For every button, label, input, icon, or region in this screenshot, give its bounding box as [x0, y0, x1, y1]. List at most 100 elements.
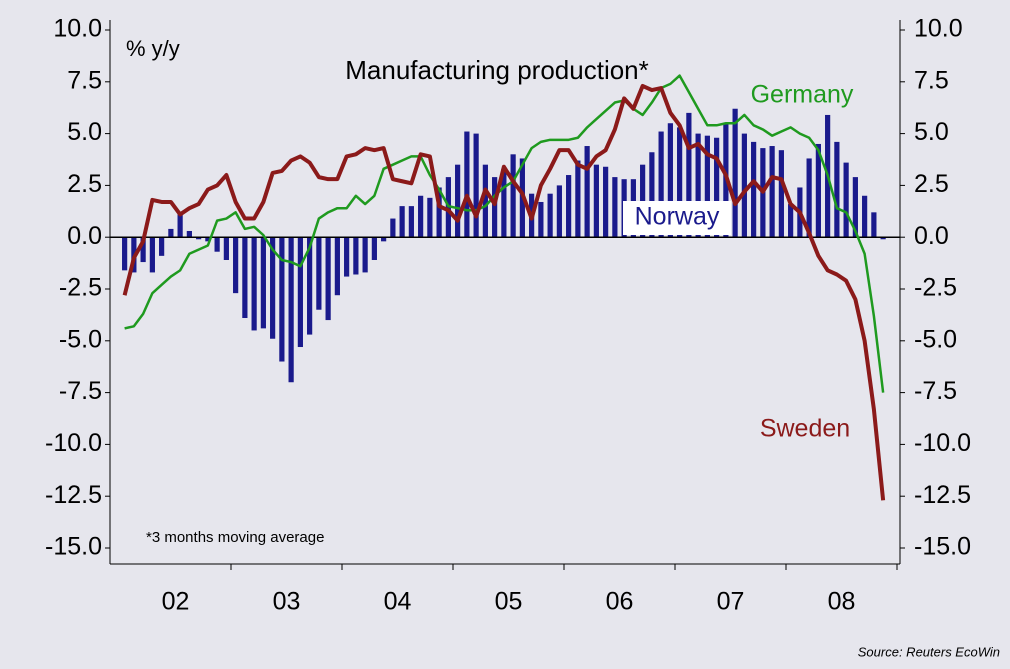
bar	[436, 187, 442, 238]
bar	[482, 164, 488, 238]
bar	[140, 237, 146, 263]
bar	[455, 164, 461, 238]
bar	[538, 201, 544, 238]
bar	[159, 237, 165, 256]
y2-tick-label: 10.0	[914, 15, 963, 43]
bar	[307, 237, 313, 335]
bar	[473, 133, 479, 238]
y-tick-label: -10.0	[45, 429, 102, 457]
bar	[852, 177, 858, 238]
bar	[862, 195, 868, 238]
bar	[603, 166, 609, 238]
y2-tick-label: -2.5	[914, 274, 957, 302]
x-tick-label: 05	[495, 588, 523, 616]
bar	[288, 237, 294, 383]
bar	[325, 237, 331, 321]
bar	[270, 237, 276, 339]
y2-tick-label: -7.5	[914, 377, 957, 405]
series-label: Norway	[635, 203, 720, 231]
bar	[260, 237, 266, 329]
bar	[556, 185, 562, 238]
bar	[640, 164, 646, 238]
x-tick-label: 03	[273, 588, 301, 616]
bar	[704, 135, 710, 238]
y2-tick-label: -12.5	[914, 481, 971, 509]
bar	[732, 108, 738, 238]
bar	[186, 230, 192, 238]
y-tick-label: 2.5	[67, 170, 102, 198]
y2-tick-label: 5.0	[914, 118, 949, 146]
bar	[788, 204, 794, 238]
bar	[677, 127, 683, 238]
bar	[741, 133, 747, 238]
bar	[806, 158, 812, 238]
y2-tick-label: -15.0	[914, 533, 971, 561]
bar	[196, 237, 202, 240]
y-tick-label: 7.5	[67, 66, 102, 94]
y-tick-label: -12.5	[45, 481, 102, 509]
y-tick-label: -2.5	[59, 274, 102, 302]
series-label: Sweden	[760, 415, 850, 443]
y2-tick-label: 7.5	[914, 66, 949, 94]
y-tick-label: -5.0	[59, 325, 102, 353]
line	[122, 83, 886, 501]
bar	[871, 212, 877, 238]
bar	[233, 237, 239, 294]
bar	[880, 237, 886, 240]
bar	[778, 150, 784, 238]
bar	[658, 131, 664, 238]
bar	[843, 162, 849, 238]
bar	[695, 133, 701, 238]
bar	[344, 237, 350, 277]
bar	[362, 237, 368, 273]
bar	[769, 146, 775, 238]
bar	[149, 237, 155, 273]
bar	[353, 237, 359, 275]
bar	[251, 237, 257, 331]
bar	[418, 195, 424, 238]
bar	[427, 197, 433, 238]
bar	[297, 237, 303, 348]
bar	[649, 152, 655, 238]
bar	[593, 164, 599, 238]
bar	[242, 237, 248, 319]
bar	[510, 154, 516, 238]
bar	[390, 218, 396, 238]
series-label: Germany	[751, 81, 854, 109]
y2-tick-label: -5.0	[914, 325, 957, 353]
line	[124, 74, 885, 393]
bar	[566, 175, 572, 238]
bar	[834, 141, 840, 238]
bar	[547, 193, 553, 238]
bar	[464, 131, 470, 238]
y-tick-label: 5.0	[67, 118, 102, 146]
bar	[686, 112, 692, 238]
bar	[381, 237, 387, 242]
y2-tick-label: 2.5	[914, 170, 949, 198]
y-tick-label: 0.0	[67, 222, 102, 250]
x-tick-label: 08	[828, 588, 856, 616]
bar	[205, 237, 211, 242]
x-tick-label: 02	[162, 588, 190, 616]
y-tick-label: -7.5	[59, 377, 102, 405]
source: Source: Reuters EcoWin	[858, 644, 1000, 659]
unit-label: % y/y	[126, 36, 180, 61]
bar	[223, 237, 229, 260]
chart-title: Manufacturing production*	[345, 55, 649, 85]
bar	[751, 141, 757, 238]
x-tick-label: 06	[606, 588, 634, 616]
bar	[334, 237, 340, 296]
bar	[584, 146, 590, 238]
bar	[501, 168, 507, 238]
bar	[316, 237, 322, 310]
y-tick-label: 10.0	[53, 15, 102, 43]
bar	[408, 206, 414, 238]
x-tick-label: 04	[384, 588, 412, 616]
bar	[168, 228, 174, 238]
label-box	[623, 201, 731, 235]
y2-tick-label: 0.0	[914, 222, 949, 250]
x-tick-label: 07	[717, 588, 745, 616]
y2-tick-label: -10.0	[914, 429, 971, 457]
